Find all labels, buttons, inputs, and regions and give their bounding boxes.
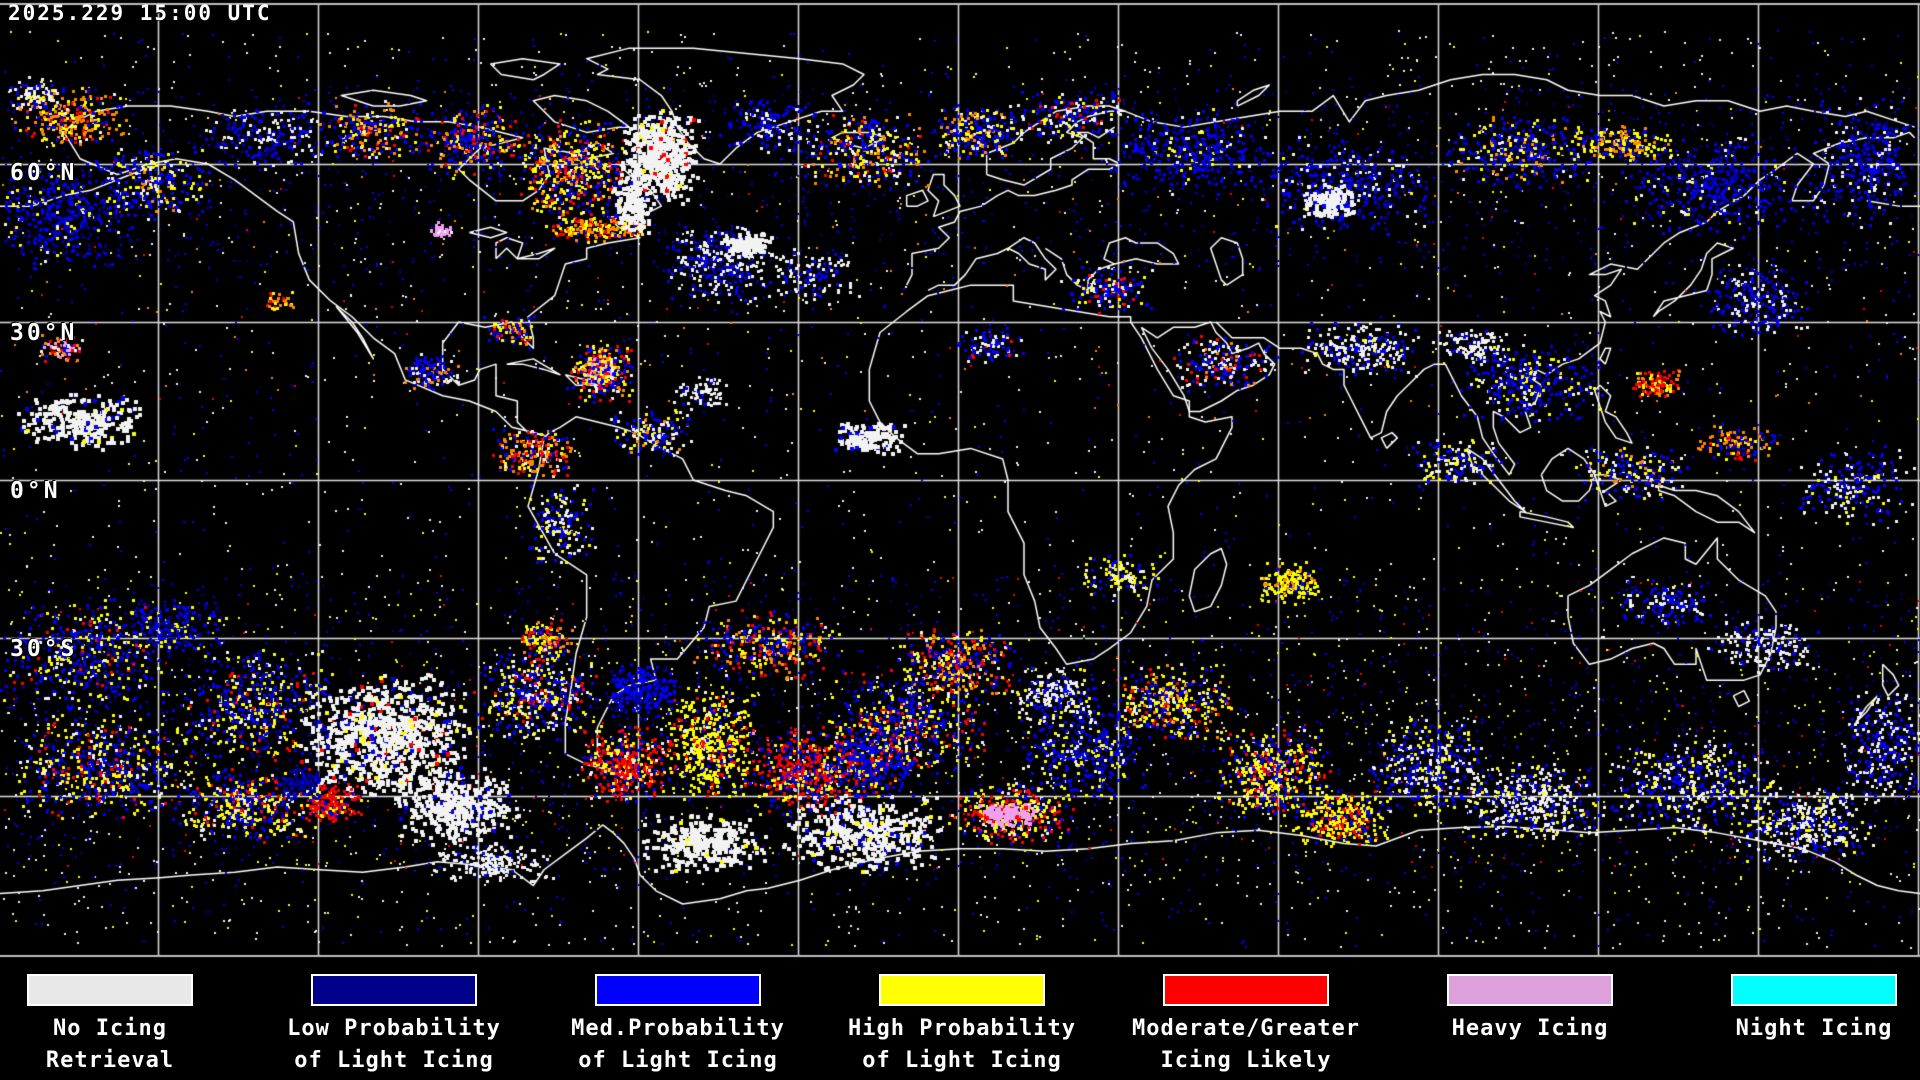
legend-label: Heavy Icing xyxy=(1388,1013,1672,1045)
legend-item: Night Icing xyxy=(1672,974,1920,1045)
legend-swatch xyxy=(311,974,477,1006)
legend-label-line1: Moderate/Greater xyxy=(1132,1016,1360,1041)
legend-label-line1: No Icing xyxy=(53,1016,167,1041)
lat-label: 30°S xyxy=(10,636,78,662)
legend-label-line1: Heavy Icing xyxy=(1451,1016,1609,1041)
world-icing-map-canvas xyxy=(0,0,1920,960)
legend-label-line1: Night Icing xyxy=(1735,1016,1893,1041)
legend-label-line2: of Light Icing xyxy=(578,1048,778,1073)
legend-label: Moderate/Greater Icing Likely xyxy=(1104,1013,1388,1077)
legend: No Icing Retrieval Low Probability of Light… xyxy=(0,960,1920,1080)
legend-label: Med.Probability of Light Icing xyxy=(536,1013,820,1077)
lat-label: 30°N xyxy=(10,320,78,346)
legend-label-line2: Icing Likely xyxy=(1160,1048,1332,1073)
legend-item: Heavy Icing xyxy=(1388,974,1672,1045)
legend-label-line2: of Light Icing xyxy=(294,1048,494,1073)
legend-label: No Icing Retrieval xyxy=(0,1013,252,1077)
legend-swatch xyxy=(879,974,1045,1006)
legend-label-line1: High Probability xyxy=(848,1016,1076,1041)
lat-label: 0°N xyxy=(10,478,61,504)
timestamp: 2025.229 15:00 UTC xyxy=(8,1,272,25)
legend-item: No Icing Retrieval xyxy=(0,974,252,1077)
legend-swatch xyxy=(27,974,193,1006)
legend-item: Moderate/Greater Icing Likely xyxy=(1104,974,1388,1077)
legend-swatch xyxy=(1163,974,1329,1006)
legend-swatch xyxy=(595,974,761,1006)
legend-swatch xyxy=(1447,974,1613,1006)
legend-label-line1: Low Probability xyxy=(287,1016,501,1041)
legend-item: High Probability of Light Icing xyxy=(820,974,1104,1077)
legend-item: Low Probability of Light Icing xyxy=(252,974,536,1077)
legend-label-line2: of Light Icing xyxy=(862,1048,1062,1073)
legend-swatch xyxy=(1731,974,1897,1006)
legend-label-line2: Retrieval xyxy=(45,1048,175,1073)
legend-label: Low Probability of Light Icing xyxy=(252,1013,536,1077)
legend-label-line1: Med.Probability xyxy=(571,1016,785,1041)
lat-label: 60°N xyxy=(10,160,78,186)
legend-label: Night Icing xyxy=(1672,1013,1920,1045)
legend-item: Med.Probability of Light Icing xyxy=(536,974,820,1077)
legend-label: High Probability of Light Icing xyxy=(820,1013,1104,1077)
